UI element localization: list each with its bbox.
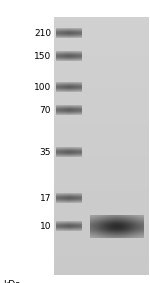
- Text: 17: 17: [39, 194, 51, 203]
- Text: 100: 100: [34, 83, 51, 92]
- Text: kDa: kDa: [3, 280, 21, 283]
- Text: 150: 150: [34, 52, 51, 61]
- Text: 35: 35: [39, 148, 51, 157]
- Text: 210: 210: [34, 29, 51, 38]
- Text: 70: 70: [39, 106, 51, 115]
- Text: 10: 10: [39, 222, 51, 231]
